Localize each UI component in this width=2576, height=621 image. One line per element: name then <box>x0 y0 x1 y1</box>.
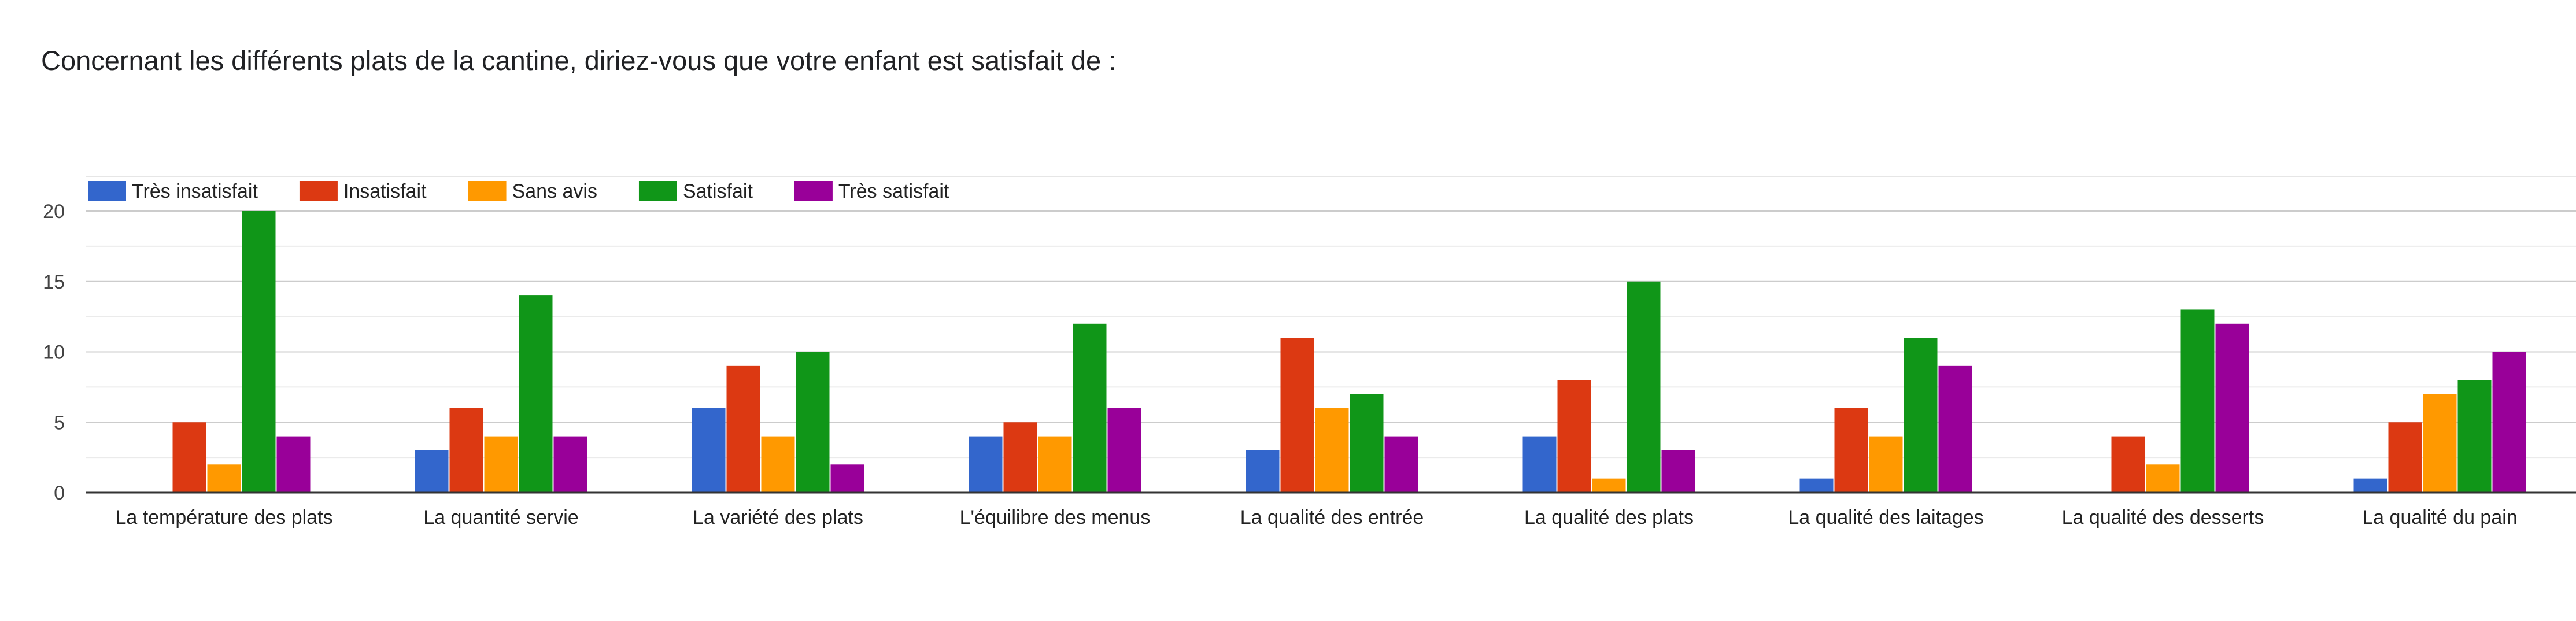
bar <box>242 211 276 493</box>
x-category-label: La qualité des desserts <box>2062 507 2264 528</box>
bar <box>1869 436 1903 493</box>
bar-group <box>1799 338 1972 493</box>
x-category-label: La quantité servie <box>423 507 578 528</box>
bar <box>2423 394 2457 493</box>
bar-group <box>2353 352 2526 493</box>
bar <box>553 436 587 493</box>
bar <box>1557 380 1591 493</box>
y-tick-label: 0 <box>54 482 65 504</box>
x-category-label: La qualité des laitages <box>1788 507 1983 528</box>
bar <box>2388 422 2422 493</box>
legend-label: Sans avis <box>512 180 597 202</box>
x-category-label: La qualité des entrée <box>1240 507 1424 528</box>
bar-group <box>1522 281 1695 493</box>
bar <box>1073 323 1107 493</box>
bar <box>1661 450 1695 493</box>
bar <box>1522 436 1557 493</box>
bar-group <box>172 211 311 493</box>
y-tick-label: 10 <box>43 342 65 364</box>
legend-item: Très insatisfait <box>88 180 258 202</box>
legend-swatch <box>638 181 677 201</box>
bar <box>1592 478 1626 493</box>
legend-label: Très satisfait <box>838 180 949 202</box>
bar <box>2492 352 2526 493</box>
x-category-label: La température des plats <box>115 507 332 528</box>
bar <box>276 436 311 493</box>
legend-label: Insatisfait <box>343 180 427 202</box>
legend-item: Satisfait <box>638 180 753 202</box>
x-category-label: La qualité des plats <box>1524 507 1694 528</box>
bar <box>830 464 864 493</box>
bar <box>692 408 726 493</box>
legend-item: Très satisfait <box>794 180 949 202</box>
bar <box>415 450 449 493</box>
bar <box>207 464 241 493</box>
legend-item: Sans avis <box>468 180 597 202</box>
bar <box>1003 422 1037 493</box>
bar <box>761 436 795 493</box>
bar-group <box>2111 309 2249 493</box>
bar <box>2111 436 2145 493</box>
bar-group <box>415 295 587 493</box>
legend-swatch <box>468 181 507 201</box>
bar <box>969 436 1003 493</box>
bar <box>2215 323 2249 493</box>
bar <box>449 408 483 493</box>
legend-label: Satisfait <box>683 180 753 202</box>
bar <box>2180 309 2215 493</box>
axes: 0 5 10 15 20 La température des plats La quant… <box>43 201 2576 528</box>
bar <box>1799 478 1834 493</box>
bar-group <box>692 352 864 493</box>
x-category-label: La variété des plats <box>693 507 863 528</box>
bar <box>1315 408 1349 493</box>
bar <box>172 422 206 493</box>
chart-question-title: Concernant les différents plats de la ca… <box>41 45 1117 76</box>
bar <box>2353 478 2387 493</box>
legend-swatch <box>299 181 338 201</box>
legend-item: Insatisfait <box>299 180 427 202</box>
legend-label: Très insatisfait <box>132 180 258 202</box>
bar <box>1834 408 1868 493</box>
bar <box>1280 338 1314 493</box>
bar <box>726 365 760 493</box>
x-category-label: La qualité du pain <box>2362 507 2517 528</box>
bar-group <box>969 323 1141 493</box>
bar <box>1627 281 1661 493</box>
x-category-label: L'équilibre des menus <box>960 507 1151 528</box>
legend-swatch <box>88 181 126 201</box>
bar-group <box>1246 338 1418 493</box>
bar <box>1384 436 1418 493</box>
y-tick-label: 5 <box>54 412 65 434</box>
bar <box>484 436 518 493</box>
legend: Très insatisfait Insatisfait Sans avis Sati… <box>88 180 949 202</box>
bar-groups <box>172 211 2526 493</box>
y-tick-label: 15 <box>43 271 65 293</box>
bar <box>1904 338 1938 493</box>
bar <box>1246 450 1280 493</box>
bar <box>519 295 553 493</box>
y-tick-label: 20 <box>43 201 65 223</box>
bar <box>1938 365 1972 493</box>
bar <box>1038 436 1072 493</box>
legend-swatch <box>794 181 833 201</box>
bar <box>2146 464 2180 493</box>
bar <box>2457 380 2492 493</box>
bar <box>1350 394 1384 493</box>
bar <box>1107 408 1141 493</box>
bar <box>796 352 830 493</box>
